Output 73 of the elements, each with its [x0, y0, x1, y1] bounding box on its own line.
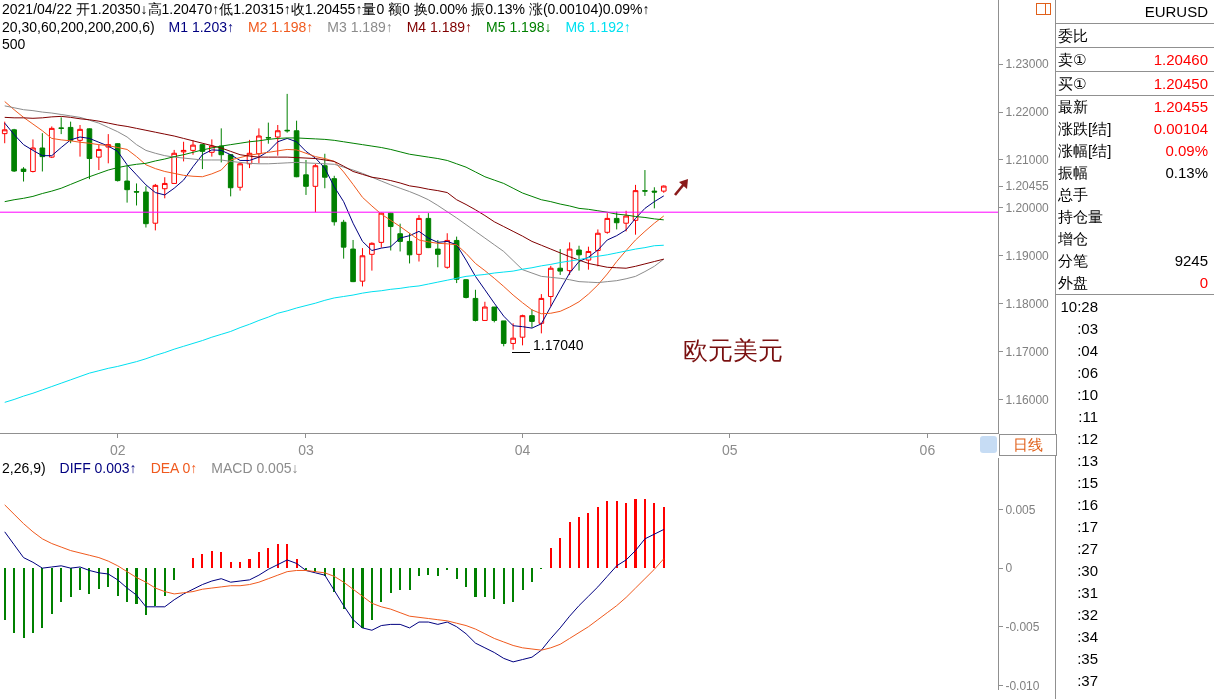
y-tick-label: -0.010	[1005, 678, 1040, 693]
text: :10	[1076, 385, 1098, 405]
text: :27	[1076, 539, 1098, 559]
text: :15	[1076, 473, 1098, 493]
text: DEA 0↑	[150, 460, 198, 476]
x-tick-label: 06	[919, 441, 936, 458]
category-label: 卖①	[1058, 51, 1087, 68]
category-label: 增仓	[1058, 230, 1088, 247]
category-label: 委比	[1058, 27, 1088, 44]
text: :16	[1076, 495, 1098, 515]
category-label: 买①	[1058, 75, 1087, 92]
text: 0.09%	[1165, 142, 1208, 159]
text: M5 1.198↓	[486, 19, 552, 35]
text: :06	[1076, 363, 1098, 383]
text: :31	[1076, 583, 1098, 603]
text: 1.20460	[1153, 51, 1208, 68]
text: EURUSD	[1056, 0, 1214, 24]
category-label: 持仓量	[1058, 208, 1103, 225]
category-label: 涨幅[结]	[1058, 142, 1112, 159]
text: 0.13%	[1165, 164, 1208, 181]
y-tick-label: 1.20455	[1005, 179, 1050, 194]
text: M4 1.189↑	[406, 19, 473, 35]
text: 9245	[1174, 252, 1208, 269]
chart-title: 2,26,9)	[2, 460, 46, 476]
x-tick-label: 03	[298, 441, 314, 458]
y-tick-label: 1.22000	[1005, 105, 1050, 120]
x-tick-label: 04	[514, 441, 531, 458]
text: :13	[1076, 451, 1098, 471]
text: :37	[1076, 671, 1098, 691]
text: :30	[1076, 561, 1098, 581]
y-tick-label: 1.19000	[1005, 248, 1050, 263]
text: :17	[1076, 517, 1098, 537]
y-tick-label: 1.16000	[1005, 392, 1050, 407]
text: 0.00104	[1153, 120, 1208, 137]
y-tick-label: 1.20000	[1005, 201, 1050, 216]
text: 日线	[999, 434, 1057, 456]
text: :04	[1076, 341, 1098, 361]
annotation: MACD 0.005↓	[211, 460, 299, 476]
x-tick-label: 05	[721, 441, 738, 458]
category-label: 分笔	[1058, 252, 1088, 269]
y-tick-label: -0.005	[1005, 619, 1040, 634]
y-tick-label: 1.23000	[1005, 57, 1050, 72]
text: 1.20450	[1153, 75, 1208, 92]
y-tick-label: 0.005	[1005, 502, 1036, 517]
text: :12	[1076, 429, 1098, 449]
text: M2 1.198↑	[247, 19, 314, 35]
y-tick-label: 1.17000	[1005, 344, 1050, 359]
y-tick-label: 1.18000	[1005, 296, 1050, 311]
annotation: 1.17040	[533, 337, 584, 353]
text: :03	[1076, 319, 1098, 339]
text: 0	[1199, 274, 1208, 291]
category-label: 总手	[1058, 186, 1088, 203]
text: 10:28	[1059, 297, 1098, 317]
category-label: 涨跌[结]	[1058, 120, 1112, 137]
annotation: 欧元美元	[683, 336, 783, 364]
y-tick-label: 0	[1005, 561, 1013, 576]
category-label: 振幅	[1058, 164, 1088, 181]
text: 20,30,60,200,200,200,6)	[2, 19, 155, 35]
category-label: 最新	[1058, 98, 1088, 115]
text: 1.20455	[1153, 98, 1208, 115]
annotation: 500	[2, 36, 26, 53]
text: M3 1.189↑	[327, 19, 393, 35]
text: :32	[1076, 605, 1098, 625]
category-label: 外盘	[1058, 274, 1088, 291]
y-tick-label: 1.21000	[1005, 153, 1050, 168]
text: M1 1.203↑	[168, 19, 234, 35]
x-tick-label: 02	[109, 441, 126, 458]
text: :34	[1076, 627, 1098, 647]
text: :35	[1076, 649, 1098, 669]
text: M6 1.192↑	[565, 19, 631, 35]
text: DIFF 0.003↑	[59, 460, 137, 476]
text: :11	[1077, 407, 1098, 427]
chart-title: 2021/04/22 开1.20350↓高1.20470↑低1.20315↑收1.20455↑量0 额0 换0.00% 振0.13% 涨(0.00104)0.09%↑	[2, 1, 650, 18]
